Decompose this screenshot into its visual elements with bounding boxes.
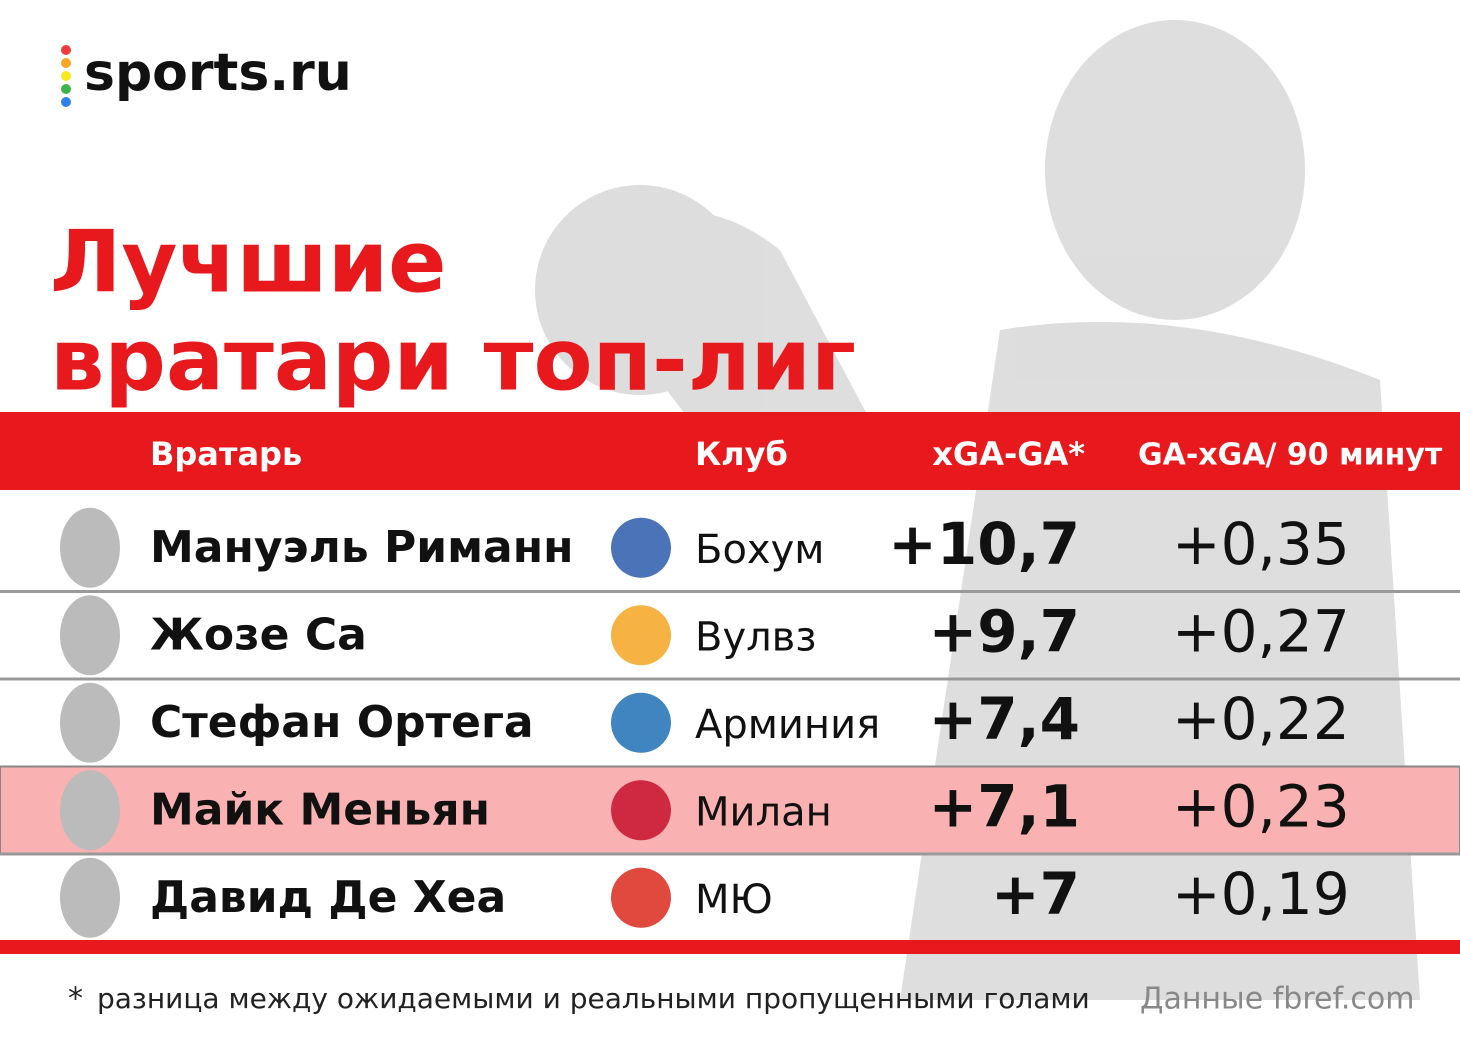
club-name: Вулвз xyxy=(695,614,817,660)
ga-xga-per-90: +0,27 xyxy=(1172,597,1350,665)
player-photo xyxy=(60,770,120,851)
table: Вратарь Клуб xGA-GA* GA-xGA/ 90 минут Мануэл… xyxy=(0,435,1460,938)
row-highlight xyxy=(0,765,1460,855)
xga-ga: +7 xyxy=(991,860,1080,928)
club-crest xyxy=(611,605,671,666)
footnote-mark: * xyxy=(68,982,83,1017)
player-photo xyxy=(60,857,120,938)
ga-xga-per-90: +0,23 xyxy=(1172,772,1350,840)
ga-xga-per-90: +0,22 xyxy=(1172,685,1350,753)
club-crest xyxy=(611,517,671,578)
player-name: Стефан Ортега xyxy=(150,697,534,748)
club-crest xyxy=(611,867,671,928)
player-photo xyxy=(60,682,120,763)
player-photo xyxy=(60,595,120,676)
column-header: xGA-GA* xyxy=(932,435,1085,473)
club-name: Милан xyxy=(695,789,832,835)
xga-ga: +7,1 xyxy=(929,772,1080,840)
player-name: Майк Меньян xyxy=(150,784,490,835)
logo-dots xyxy=(61,45,71,107)
xga-ga: +10,7 xyxy=(888,510,1080,578)
club-name: Арминия xyxy=(695,702,880,748)
column-header: Клуб xyxy=(695,435,788,473)
logo: sports.ru xyxy=(84,43,352,103)
ga-xga-per-90: +0,19 xyxy=(1172,860,1350,928)
column-header: Вратарь xyxy=(150,435,302,473)
player-name: Давид Де Хеа xyxy=(150,872,506,923)
footnote: разница между ожидаемыми и реальными про… xyxy=(97,982,1090,1015)
club-crest xyxy=(611,780,671,841)
xga-ga: +7,4 xyxy=(929,685,1080,753)
player-name: Жозе Са xyxy=(150,609,367,660)
column-header: GA-xGA/ 90 минут xyxy=(1138,438,1443,473)
title-line: Лучшие xyxy=(50,212,446,312)
club-crest xyxy=(611,692,671,753)
player-name: Мануэль Риманн xyxy=(150,522,574,573)
player-photo xyxy=(60,507,120,588)
club-name: Бохум xyxy=(695,527,824,573)
club-name: МЮ xyxy=(695,877,773,923)
bottom-rule xyxy=(0,940,1460,954)
ga-xga-per-90: +0,35 xyxy=(1172,510,1350,578)
header-band xyxy=(0,412,1460,490)
source: Данные fbref.com xyxy=(1140,982,1414,1017)
xga-ga: +9,7 xyxy=(929,597,1080,665)
title-line: вратари топ-лиг xyxy=(50,310,856,410)
